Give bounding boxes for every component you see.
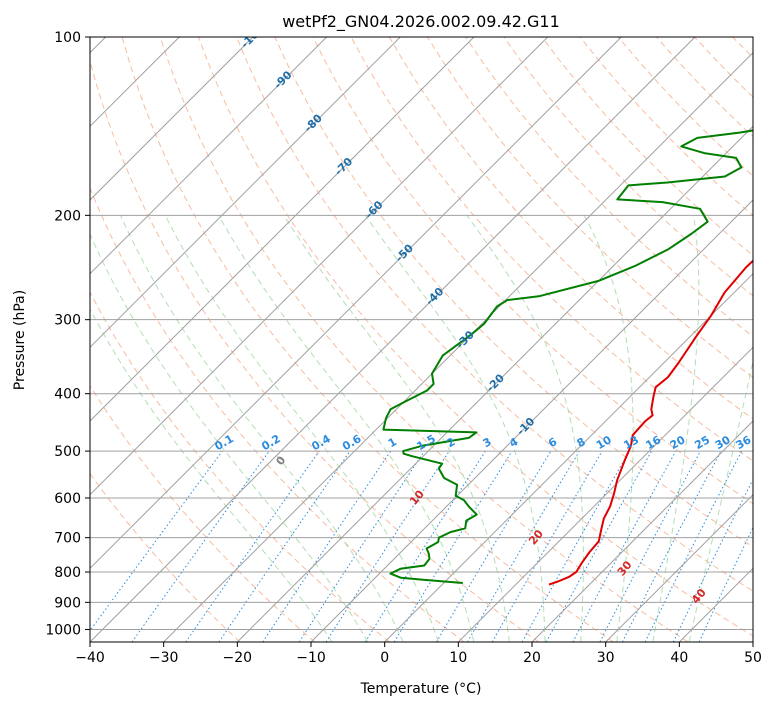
mixing-ratio-line [572,450,677,642]
y-tick-label: 100 [54,30,81,46]
x-tick-label: 40 [670,650,688,666]
mixing-ratio-line [644,450,743,642]
dry-adiabat-line [90,291,390,642]
moist-adiabat-line [283,215,510,642]
moist-adiabat-line [652,215,700,642]
y-tick-label: 800 [54,565,81,581]
isotherm-line [90,37,549,496]
temperature-profile-line [548,259,753,586]
background-lines [90,37,753,642]
dry-adiabat-line [236,37,753,592]
isotherm-line [384,272,753,642]
x-tick-label: −10 [296,650,326,666]
y-tick-label: 500 [54,444,81,460]
dry-adiabat-line [90,472,241,642]
isotherm-line [90,37,401,349]
dry-adiabat-line [90,59,540,642]
moist-adiabat-line [583,215,634,642]
y-tick-label: 200 [54,208,81,224]
y-axis-label: Pressure (hPa) [12,290,28,390]
isotherm-line [236,125,753,642]
mixing-ratio-line [672,478,753,642]
moist-adiabat-line [164,215,439,642]
mixing-ratio-line [218,450,351,642]
dry-adiabat-line [350,37,753,462]
y-tick-label: 300 [54,313,81,329]
x-tick-label: 0 [380,650,389,666]
dry-adiabat-line [121,37,614,642]
mixing-ratio-line [545,450,653,642]
x-tick-label: 30 [597,650,615,666]
isotherm-line [605,493,753,642]
plot-frame [89,36,754,643]
x-tick-label: 10 [449,650,467,666]
dry-adiabat-line [312,37,753,505]
dry-adiabat-line [388,37,753,420]
moist-adiabat-line [218,215,475,642]
y-tick-label: 700 [54,531,81,547]
x-axis-label: Temperature (°C) [360,681,482,697]
isotherm-line [90,37,696,642]
mixing-ratio-line [262,450,392,642]
moist-adiabat-line [466,215,584,642]
x-tick-label: −20 [223,650,253,666]
mixing-ratio-line [521,450,630,642]
y-tick-label: 900 [54,595,81,611]
dry-adiabat-line [426,37,753,378]
plot-background [90,37,753,642]
profile-lines [382,129,753,586]
y-tick-label: 400 [54,387,81,403]
axis-ticks: −40 −30 −20 −10 0 10 20 30 40 50 1000 900 800 700 600 5… [45,30,762,666]
mixing-ratio-label: 36 [734,433,754,452]
moist-adiabat-line [120,215,404,642]
dry-adiabat-line [90,186,465,642]
mixing-ratio-line [131,450,270,642]
x-tick-label: −30 [149,650,179,666]
isotherm-line [90,37,622,570]
isotherm-line [90,37,254,201]
x-tick-label: −40 [75,650,105,666]
mixing-ratio-line [393,450,513,642]
dewpoint-profile-line [382,129,753,584]
isotherm-line [457,346,753,642]
dry-adiabat-line [274,37,753,548]
mixing-ratio-line [325,450,450,642]
isotherm-line [90,37,475,422]
y-tick-label: 1000 [45,622,81,638]
y-tick-label: 600 [54,491,81,507]
isotherm-line [90,37,328,275]
isotherm-line [310,199,753,642]
isotherm-line [531,420,753,642]
moist-adiabat-line [90,232,369,642]
x-tick-label: 20 [523,650,541,666]
moist-adiabat-line [90,308,333,642]
dry-adiabat-line [465,37,753,338]
moist-adiabat-line [364,215,546,642]
mixing-ratio-line [90,450,223,632]
dry-adiabat-line [90,384,316,642]
dry-adiabat-line [159,37,689,642]
mixing-ratio-line [185,450,320,642]
mixing-ratio-line [298,450,425,642]
chart-title: wetPf2_GN04.2026.002.09.42.G11 [282,12,560,32]
x-tick-label: 50 [744,650,762,666]
